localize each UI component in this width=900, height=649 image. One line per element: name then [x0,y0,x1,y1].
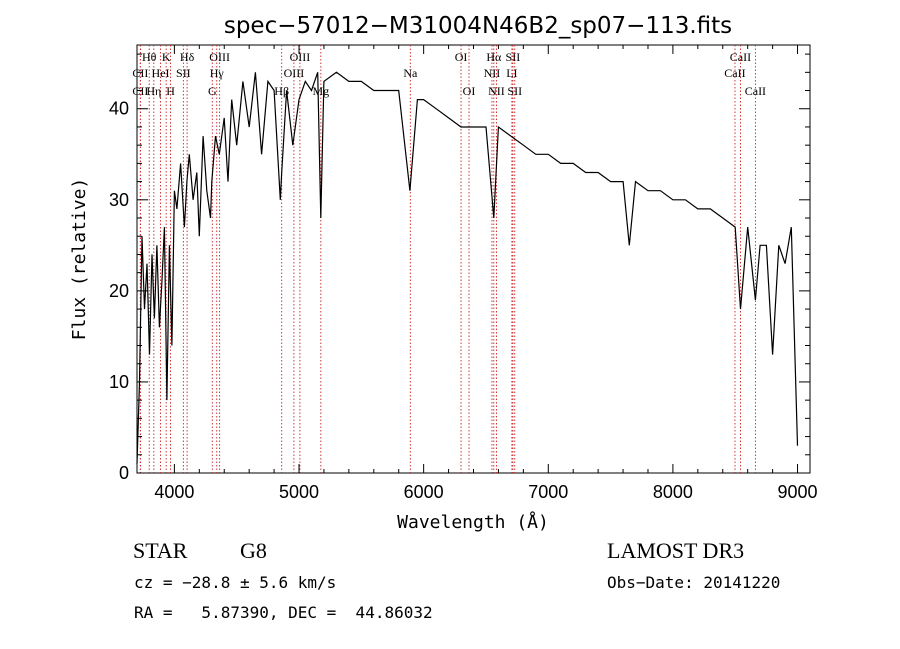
spectral-line-label: NII [484,66,501,80]
spectral-line-label: OIII [284,66,305,80]
spectral-line-label: Hθ [142,50,157,64]
observation-date: Obs−Date: 20141220 [607,573,781,592]
spectral-line-label: Hη [146,84,161,98]
axis-ticks-layer: 4000 5000 6000 7000 8000 9000 0 10 20 30 40 [109,45,818,502]
y-tick-label: 30 [109,190,129,210]
spectral-line-label: CaII [745,84,766,98]
spectral-line-label: OI [463,84,476,98]
spectral-line-label: Hγ [210,66,225,80]
spectral-line-label: Na [403,66,418,80]
spectral-line-label: Hδ [180,50,195,64]
redshift-velocity: cz = −28.8 ± 5.6 km/s [134,573,337,592]
spectral-line-label: OIII [209,50,230,64]
object-class: STAR [133,538,188,563]
sky-coordinates: RA = 5.87390, DEC = 44.86032 [134,603,433,622]
spectral-line-label: K [162,50,171,64]
spectral-line-label: H [166,84,175,98]
y-tick-label: 40 [109,99,129,119]
y-axis-label: Flux (relative) [69,178,90,341]
survey-name: LAMOST DR3 [607,538,745,563]
spectral-line-label: CII [132,66,148,80]
spectral-line-label: NII [488,84,505,98]
plot-frame [136,44,811,474]
spectral-line-label: G [208,84,217,98]
spectral-line-label: SII [506,50,521,64]
spectral-line-label: Mg [312,84,329,98]
spectral-line-label: SII [176,66,191,80]
x-tick-label: 6000 [404,482,444,502]
spectral-line-label: OI [455,50,468,64]
object-subclass: G8 [240,538,267,563]
chart-title: spec−57012−M31004N46B2_sp07−113.fits [224,13,732,39]
spectral-line-label: Hα [486,50,502,64]
spectrum-line [136,71,799,464]
x-axis-label: Wavelength (Å) [397,511,549,533]
x-tick-label: 7000 [528,482,568,502]
spectral-line-label: CaII [724,66,745,80]
spectral-line-label: LI [506,66,517,80]
x-tick-label: 8000 [653,482,693,502]
x-tick-label: 4000 [154,482,194,502]
x-tick-label: 9000 [778,482,818,502]
spectral-line-label: HeI [152,66,170,80]
y-tick-label: 20 [109,281,129,301]
spectral-line-label: Hβ [274,84,289,98]
spectral-lines-layer [139,45,756,473]
y-tick-label: 10 [109,372,129,392]
x-tick-label: 5000 [279,482,319,502]
spectral-line-label: OIII [290,50,311,64]
spectral-line-label: SII [507,84,522,98]
spectral-line-label: CaII [730,50,751,64]
y-tick-label: 0 [119,463,129,483]
